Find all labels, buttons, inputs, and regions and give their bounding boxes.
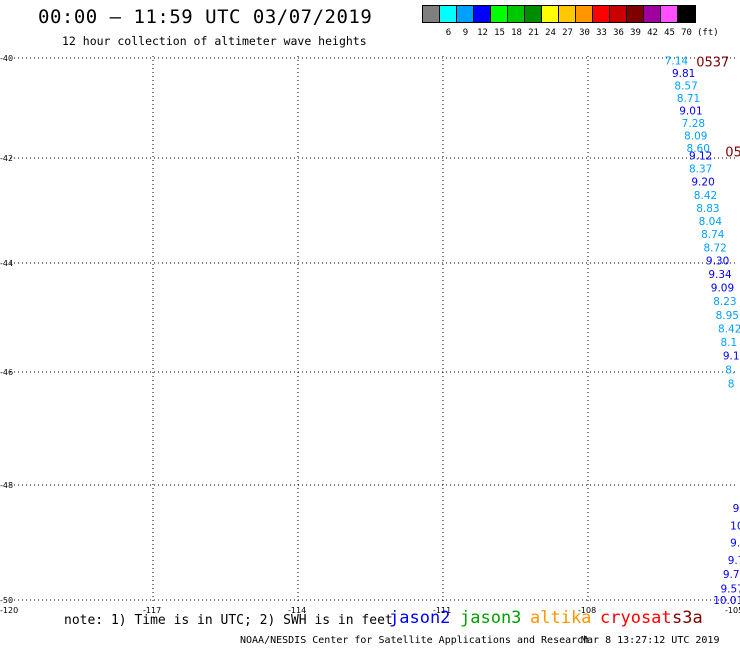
color-swatch	[644, 6, 661, 22]
wave-height-label: 8.60	[687, 143, 710, 155]
wave-height-label: 8.1	[720, 337, 737, 349]
credit-line: NOAA/NESDIS Center for Satellite Applica…	[240, 635, 590, 646]
map-subtitle: 12 hour collection of altimeter wave hei…	[62, 34, 367, 48]
color-swatch	[525, 6, 542, 22]
wave-height-label: 9.01	[679, 106, 702, 118]
color-scale-label: 39	[630, 28, 641, 38]
generation-timestamp: Mar 8 13:27:12 UTC 2019	[581, 635, 720, 646]
color-scale-labels: 6 9 12 15 18 21 24 27 30 33 36 39 42 45 70 (ft)	[423, 28, 740, 40]
color-scale-label: 30	[579, 28, 590, 38]
color-swatch	[440, 6, 457, 22]
color-scale-label: 9	[462, 28, 469, 38]
longitude-label: -120	[0, 606, 18, 615]
wave-height-label: 9.57	[720, 584, 740, 596]
color-swatch	[423, 6, 440, 22]
color-swatch	[593, 6, 610, 22]
wave-height-label: 9	[733, 503, 740, 515]
wave-height-label: 8.04	[699, 216, 723, 228]
latitude-label: -50	[0, 596, 13, 605]
color-scale-label: 15	[494, 28, 505, 38]
longitude-label: -108	[578, 606, 596, 615]
wave-height-label: 9.7	[728, 555, 740, 567]
color-swatch	[627, 6, 644, 22]
wave-height-label: 8.74	[701, 229, 725, 241]
color-swatch	[661, 6, 678, 22]
color-swatch	[508, 6, 525, 22]
satellite-legend-item: altika	[530, 608, 592, 628]
color-swatch	[576, 6, 593, 22]
color-swatch	[610, 6, 627, 22]
wave-height-label: 8.23	[713, 296, 736, 308]
color-scale-label: 24	[545, 28, 556, 38]
map-title: 00:00 – 11:59 UTC 03/07/2019	[38, 6, 373, 28]
wave-height-label: 9.76	[723, 569, 740, 581]
color-scale-label: 27	[562, 28, 573, 38]
color-scale-label: 33	[596, 28, 607, 38]
wave-height-label: 8.71	[677, 93, 700, 105]
wave-height-label: 8.42	[718, 323, 740, 335]
wave-height-label: 9.20	[691, 177, 714, 189]
map-axis-labels: -40 -42 -44 -46 -48 -50-120 -117 -114 -111 -108 -1…	[0, 54, 740, 615]
wave-height-label: 9.81	[672, 68, 695, 80]
time-mark-layer: 0537 0536	[696, 56, 740, 161]
wave-height-color-scale: 6 9 12 15 18 21 24 27 30 33 36 39 42 45 70 (ft)	[422, 5, 719, 38]
units-label: (ft)	[697, 28, 719, 38]
color-swatch	[474, 6, 491, 22]
wave-height-label: 8	[728, 378, 735, 390]
color-scale-label: 42	[647, 28, 658, 38]
color-scale-label: 18	[511, 28, 522, 38]
wave-height-label: 7.28	[682, 118, 705, 130]
map-grid	[10, 56, 735, 603]
observation-layer: 7.149.818.578.719.017.288.098.609.128.37…	[665, 56, 740, 608]
color-swatch	[542, 6, 559, 22]
wave-height-label: 8.42	[694, 190, 717, 202]
satellite-legend-item: s3a	[672, 608, 703, 628]
color-scale-label: 70	[681, 28, 692, 38]
pass-time-label: 0536	[725, 146, 740, 161]
latitude-label: -48	[0, 481, 13, 490]
longitude-label: -111	[433, 606, 451, 615]
wave-height-label: 8.	[725, 364, 735, 376]
latitude-label: -40	[0, 54, 13, 63]
satellite-legend-item: jason2	[389, 608, 451, 628]
wave-height-label: 9.1	[723, 351, 740, 363]
color-scale-label: 45	[664, 28, 675, 38]
wave-height-label: 9.8	[730, 538, 740, 550]
latitude-label: -46	[0, 368, 13, 377]
color-scale-label: 6	[445, 28, 452, 38]
color-scale-label: 21	[528, 28, 539, 38]
wave-height-label: 10.01	[713, 595, 740, 607]
wave-height-label: 8.57	[674, 81, 697, 93]
latitude-label: -44	[0, 259, 13, 268]
wave-height-label: 8.09	[684, 131, 707, 143]
footer-note: note: 1) Time is in UTC; 2) SWH is in fe…	[64, 613, 393, 628]
latitude-label: -42	[0, 154, 13, 163]
wave-height-label: 9.34	[708, 269, 732, 281]
color-swatch	[457, 6, 474, 22]
pass-time-label: 0537	[696, 56, 729, 71]
color-scale-label: 36	[613, 28, 624, 38]
wave-height-label: 8.37	[689, 164, 712, 176]
longitude-label: -114	[288, 606, 306, 615]
color-swatch	[559, 6, 576, 22]
wave-height-label: 8.95	[716, 310, 739, 322]
color-swatch	[678, 6, 695, 22]
wave-height-label: 8.72	[703, 242, 726, 254]
wave-height-label: 7.14	[665, 56, 689, 68]
wave-height-label: 9.09	[711, 283, 734, 295]
wave-height-label: 9.30	[706, 255, 729, 267]
wave-height-label: 9.12	[689, 151, 712, 163]
wave-height-label: 8.83	[696, 203, 719, 215]
wave-height-label: 10.	[730, 520, 740, 532]
color-scale-label: 12	[477, 28, 488, 38]
longitude-label: -117	[143, 606, 161, 615]
satellite-legend-item: jason3	[460, 608, 522, 628]
satellite-legend-item: cryosat	[600, 608, 672, 628]
longitude-label: -105	[725, 606, 740, 615]
color-swatch	[491, 6, 508, 22]
